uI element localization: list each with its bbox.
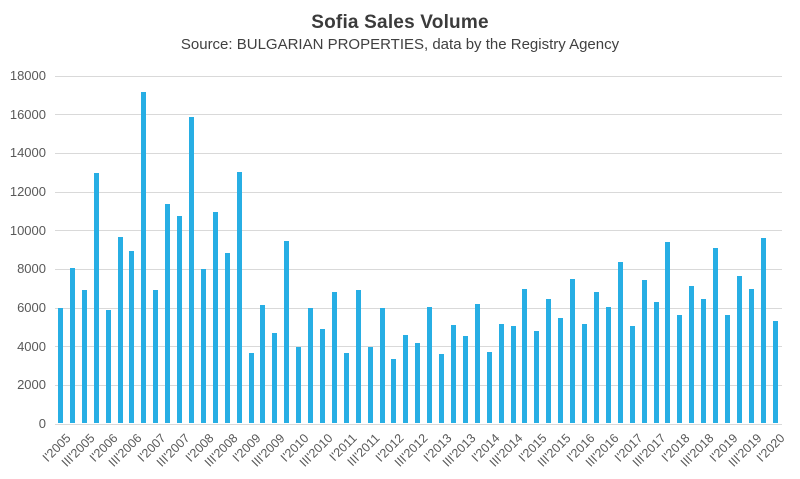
- bar: [320, 329, 326, 423]
- bar: [427, 307, 433, 423]
- bar: [367, 347, 373, 423]
- bar: [629, 326, 635, 423]
- bar: [403, 335, 409, 423]
- bar: [379, 308, 385, 423]
- bar: [153, 290, 159, 423]
- y-axis-label: 0: [38, 416, 46, 431]
- bar: [284, 241, 290, 423]
- y-axis: 0 2000 4000 6000 8000 10000 12000 14000 16000 180…: [0, 69, 46, 431]
- bar: [415, 343, 421, 423]
- chart-subtitle: Source: BULGARIAN PROPERTIES, data by th…: [180, 36, 620, 53]
- bar: [772, 321, 778, 423]
- gridline: [55, 268, 782, 270]
- bar: [260, 305, 266, 423]
- gridline: [55, 114, 782, 116]
- bar: [689, 286, 695, 423]
- x-axis-line: [55, 423, 782, 425]
- gridline: [55, 230, 782, 232]
- bar: [653, 302, 659, 423]
- bar: [558, 318, 564, 423]
- bar: [713, 248, 719, 423]
- y-axis-label: 8000: [17, 261, 46, 277]
- bar: [534, 331, 540, 423]
- bar: [165, 204, 171, 423]
- y-axis-label: 4000: [17, 338, 46, 354]
- bar: [439, 354, 445, 423]
- bar: [212, 212, 218, 423]
- y-axis-label: 16000: [9, 106, 46, 122]
- gridline: [55, 307, 782, 309]
- bar: [582, 324, 588, 423]
- bar: [748, 289, 754, 423]
- bar: [224, 253, 230, 423]
- bar: [570, 279, 576, 423]
- bar: [129, 251, 135, 423]
- bar: [546, 299, 552, 423]
- bar: [617, 262, 623, 423]
- bar: [474, 304, 480, 423]
- y-axis-label: 2000: [17, 377, 46, 393]
- y-axis-label: 14000: [9, 145, 46, 161]
- bar: [510, 326, 516, 423]
- bar: [308, 308, 314, 423]
- bar: [391, 359, 397, 423]
- bar: [296, 347, 302, 423]
- bar: [248, 353, 254, 423]
- chart-title: Sofia Sales Volume: [311, 12, 489, 33]
- bar: [141, 92, 147, 423]
- bar: [677, 315, 683, 423]
- gridline: [55, 75, 782, 77]
- gridline: [55, 152, 782, 154]
- bar: [236, 172, 242, 423]
- gridline: [55, 191, 782, 193]
- bar: [177, 216, 183, 423]
- bar: [200, 269, 206, 423]
- bar: [605, 307, 611, 423]
- bar: [498, 324, 504, 423]
- bar: [451, 325, 457, 423]
- bar: [736, 276, 742, 423]
- bar: [665, 242, 671, 423]
- plot-area: I'2005 III'2005 I'2006 III'2006 I'2007 III'20…: [40, 75, 788, 470]
- bar: [272, 333, 278, 423]
- bar: [724, 315, 730, 423]
- bar: [69, 268, 75, 423]
- bar: [58, 308, 63, 423]
- y-axis-label: 12000: [9, 184, 46, 199]
- bar: [355, 290, 361, 423]
- bar: [462, 336, 468, 423]
- bar: [593, 292, 599, 423]
- bar: [117, 237, 123, 423]
- bar: [701, 299, 707, 423]
- bar: [81, 290, 87, 423]
- bar: [93, 173, 99, 423]
- bar: [189, 117, 194, 423]
- bar: [486, 352, 492, 423]
- bar: [105, 310, 111, 423]
- y-axis-label: 10000: [9, 222, 46, 238]
- y-axis-label: 6000: [17, 300, 46, 315]
- bar: [343, 353, 349, 423]
- bar: [641, 280, 647, 423]
- bar: [331, 292, 337, 423]
- bar: [522, 289, 528, 423]
- bar: [760, 238, 766, 423]
- y-axis-label: 18000: [9, 68, 46, 83]
